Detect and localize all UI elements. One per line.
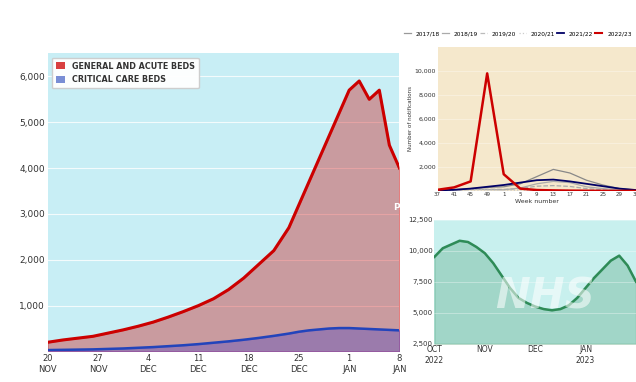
Text: NUMBER OF FLU PATIENTS IN GENERAL HOSPITAL: NUMBER OF FLU PATIENTS IN GENERAL HOSPIT… xyxy=(35,18,364,31)
Y-axis label: Number of notifications: Number of notifications xyxy=(408,86,413,152)
Text: SCARLET FEVER CASES IN ENGLAND: SCARLET FEVER CASES IN ENGLAND xyxy=(412,7,623,18)
X-axis label: Week number: Week number xyxy=(515,199,558,204)
Text: NHS: NHS xyxy=(495,276,595,317)
Text: BEDS AND CRITICAL CARE BEDS IN ENGLAND: BEDS AND CRITICAL CARE BEDS IN ENGLAND xyxy=(51,39,349,52)
Text: PATIENTS IN HOSPITAL WITH COVID IN ENGLAND: PATIENTS IN HOSPITAL WITH COVID IN ENGLA… xyxy=(394,203,636,212)
Legend: GENERAL AND ACUTE BEDS, CRITICAL CARE BEDS: GENERAL AND ACUTE BEDS, CRITICAL CARE BE… xyxy=(52,58,199,88)
Legend: 2017/18, 2018/19, 2019/20, 2020/21, 2021/22, 2022/23: 2017/18, 2018/19, 2019/20, 2020/21, 2021… xyxy=(403,30,633,38)
